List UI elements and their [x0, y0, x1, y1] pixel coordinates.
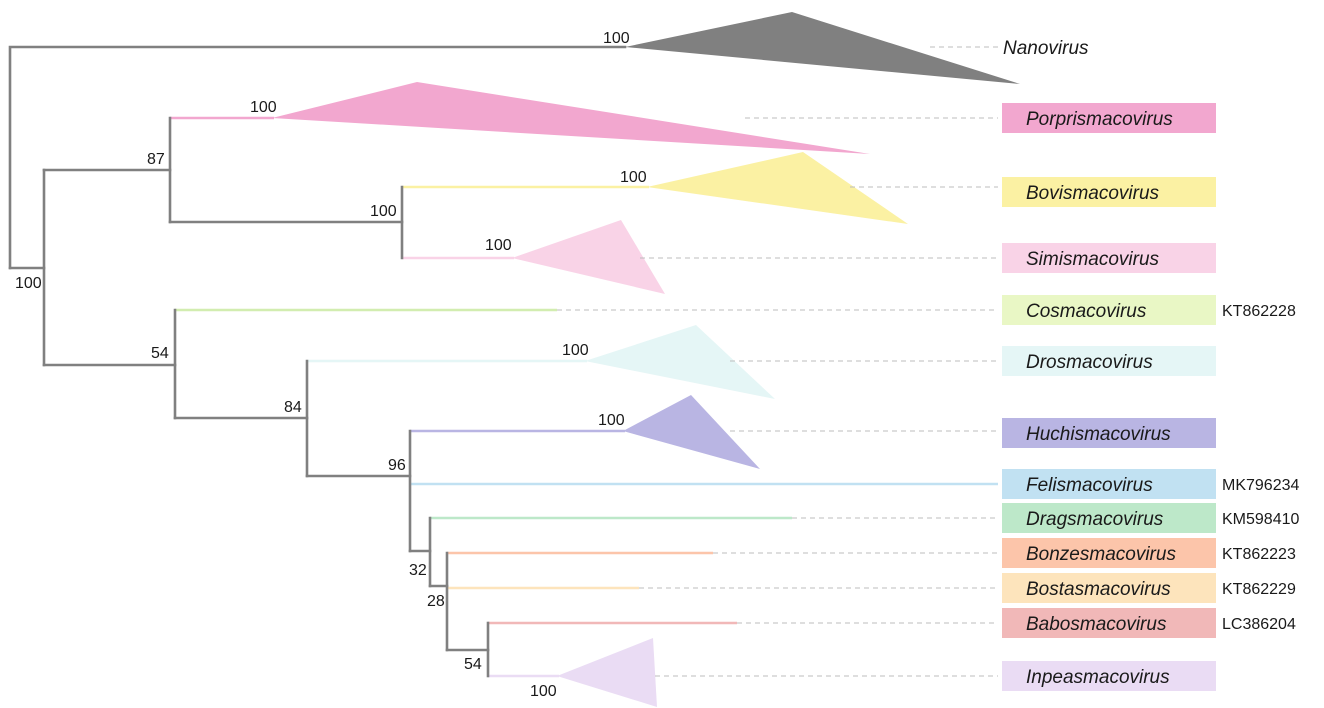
bonzesmacovirus-label-box [1002, 538, 1216, 568]
drosmacovirus-clade-triangle [585, 325, 775, 399]
taxon-labels: Nanovirus Porprismacovirus Bovismacovirus S… [1002, 38, 1299, 691]
bostasmacovirus-accession: KT862229 [1222, 581, 1296, 598]
bostasmacovirus-label: Bostasmacovirus [1026, 579, 1171, 600]
bonzesmacovirus-accession: KT862223 [1222, 546, 1296, 563]
bovismacovirus-label: Bovismacovirus [1026, 183, 1160, 204]
support-inpeasmacovirus-clade: 100 [530, 683, 557, 700]
support-nanovirus-clade: 100 [603, 30, 630, 47]
support-bovis-simis: 100 [370, 203, 397, 220]
dragsmacovirus-label: Dragsmacovirus [1026, 509, 1164, 530]
felismacovirus-label-box [1002, 469, 1216, 499]
support-drosma-group: 84 [284, 399, 302, 416]
support-porprismacovirus-clade: 100 [250, 99, 277, 116]
support-simismacovirus-clade: 100 [485, 237, 512, 254]
babosmacovirus-label-box [1002, 608, 1216, 638]
root-to-nanovirus-branch [8, 45, 627, 270]
bostasmacovirus-label-box [1002, 573, 1216, 603]
nanovirus-label: Nanovirus [1003, 38, 1089, 59]
support-drosmacovirus-clade: 100 [562, 342, 589, 359]
support-huchismacovirus-clade: 100 [598, 412, 625, 429]
simismacovirus-label-box [1002, 243, 1216, 273]
porprismacovirus-label-box [1002, 103, 1216, 133]
simismacovirus-label: Simismacovirus [1026, 249, 1160, 270]
huchismacovirus-clade-triangle [623, 395, 760, 469]
nanovirus-clade-triangle [625, 12, 1020, 84]
bovismacovirus-label-box [1002, 177, 1216, 207]
dragsmacovirus-label-box [1002, 503, 1216, 533]
support-bonzes-group: 28 [427, 593, 445, 610]
bonzesmacovirus-label: Bonzesmacovirus [1026, 544, 1176, 565]
drosmacovirus-label: Drosmacovirus [1026, 352, 1153, 373]
inpeasmacovirus-label: Inpeasmacovirus [1026, 667, 1170, 688]
support-root: 100 [15, 275, 42, 292]
support-huchi-group: 96 [388, 457, 406, 474]
huchismacovirus-label: Huchismacovirus [1026, 424, 1171, 445]
support-bovismacovirus-clade: 100 [620, 169, 647, 186]
cosmacovirus-label: Cosmacovirus [1026, 301, 1147, 322]
inpeasmacovirus-label-box [1002, 661, 1216, 691]
babosmacovirus-label: Babosmacovirus [1026, 614, 1167, 635]
huchismacovirus-label-box [1002, 418, 1216, 448]
babosmacovirus-accession: LC386204 [1222, 616, 1296, 633]
felismacovirus-accession: MK796234 [1222, 477, 1299, 494]
felismacovirus-label: Felismacovirus [1026, 475, 1153, 496]
support-cosma-group: 54 [151, 345, 169, 362]
bovismacovirus-clade-triangle [647, 152, 908, 224]
porprismacovirus-label: Porprismacovirus [1026, 109, 1173, 130]
dragsmacovirus-accession: KM598410 [1222, 511, 1299, 528]
support-dragsma-group: 32 [409, 562, 427, 579]
support-porpris-group: 87 [147, 151, 165, 168]
cosmacovirus-accession: KT862228 [1222, 303, 1296, 320]
support-babos-inpea: 54 [464, 656, 482, 673]
drosmacovirus-label-box [1002, 346, 1216, 376]
porprismacovirus-clade-triangle [272, 82, 870, 154]
simismacovirus-clade-triangle [512, 220, 665, 294]
cosmacovirus-label-box [1002, 295, 1216, 325]
inpeasmacovirus-clade-triangle [557, 638, 657, 707]
